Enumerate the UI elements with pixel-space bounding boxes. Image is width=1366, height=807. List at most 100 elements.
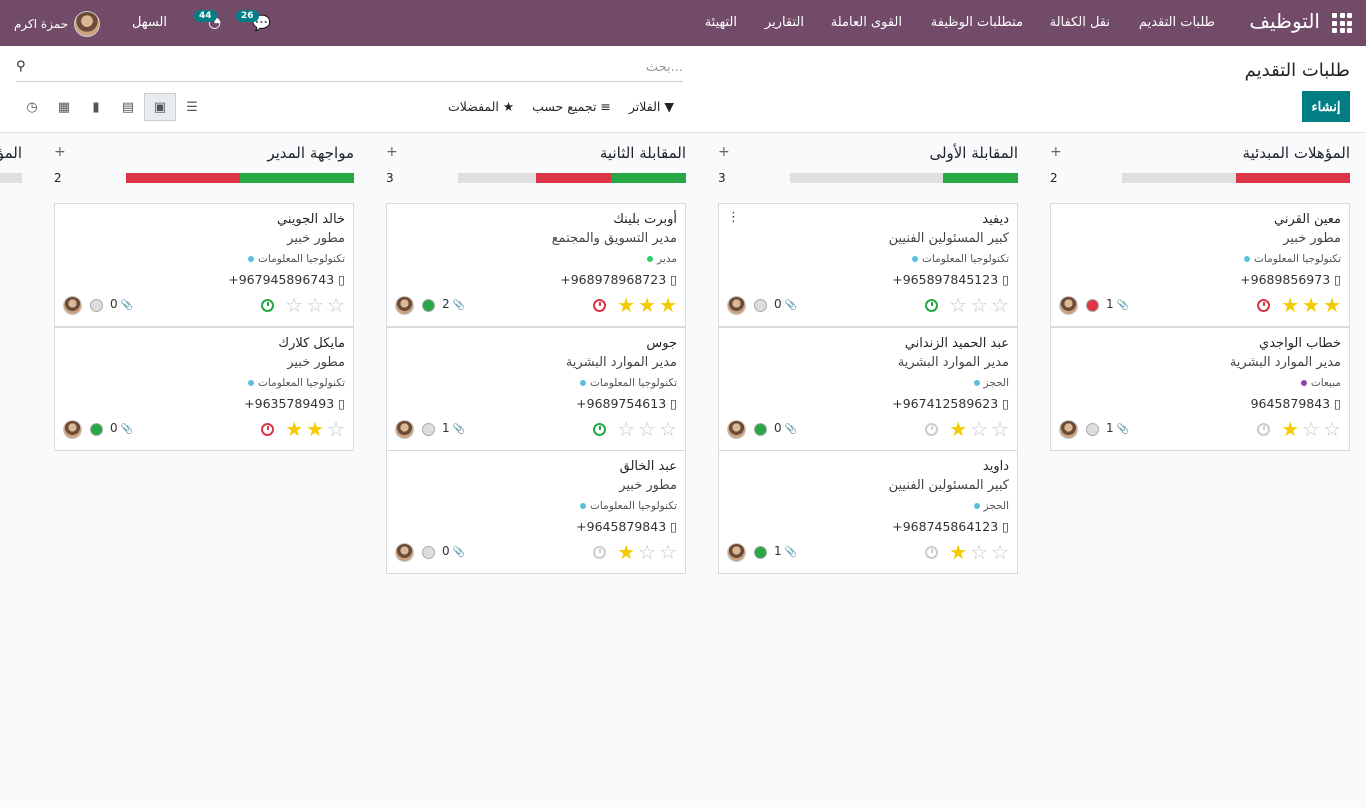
- column-title[interactable]: مواجهة المدير: [267, 144, 354, 162]
- column-title[interactable]: المقابلة الأولى: [929, 144, 1018, 162]
- star-icon[interactable]: ☆: [617, 416, 636, 441]
- star-icon[interactable]: ☆: [306, 293, 325, 317]
- progress-green[interactable]: [240, 173, 354, 183]
- activity-clock-icon[interactable]: [925, 546, 938, 559]
- star-icon[interactable]: ☆: [1323, 416, 1341, 441]
- star-icon[interactable]: ☆: [638, 416, 657, 441]
- menu-reports[interactable]: التقارير: [764, 15, 804, 30]
- applicant-card[interactable]: ديفيد كبير المسئولين الفنيين تكنولوجيا الم…: [718, 203, 1018, 327]
- star-icon[interactable]: ★: [617, 540, 636, 564]
- kanban-state-dot[interactable]: [754, 546, 767, 559]
- column-progressbar[interactable]: [1122, 173, 1350, 183]
- star-icon[interactable]: ☆: [285, 293, 304, 317]
- activity-clock-icon[interactable]: [1257, 299, 1270, 312]
- applicant-card[interactable]: أوبرت بلينك مدير التسويق والمجتمع مدير +968…: [386, 203, 686, 327]
- kanban-state-dot[interactable]: [422, 546, 435, 559]
- priority-stars[interactable]: ☆ ☆ ☆: [285, 295, 345, 315]
- list-view-icon[interactable]: ☰: [186, 99, 198, 115]
- apps-menu-icon[interactable]: [1332, 13, 1352, 33]
- star-icon[interactable]: ★: [659, 293, 677, 317]
- column-progressbar[interactable]: [458, 173, 686, 183]
- search-input[interactable]: بحث... ⚲: [16, 56, 683, 82]
- user-menu[interactable]: حمزة اكرم: [14, 11, 101, 37]
- star-icon[interactable]: ☆: [659, 540, 677, 564]
- star-icon[interactable]: ★: [617, 293, 636, 317]
- favorites-button[interactable]: ★ المفضلات: [448, 99, 514, 114]
- activity-clock-icon[interactable]: [925, 422, 938, 436]
- applicant-card[interactable]: مايكل كلارك مطور خبير تكنولوجيا المعلومات +…: [54, 326, 354, 451]
- column-progressbar[interactable]: [0, 173, 22, 183]
- applicant-card[interactable]: خالد الجويني مطور خبير تكنولوجيا المعلومات…: [54, 203, 354, 327]
- kanban-state-dot[interactable]: [422, 299, 435, 312]
- activity-clock-icon[interactable]: [261, 299, 274, 312]
- graph-view-icon[interactable]: ▮: [92, 99, 100, 115]
- menu-onboarding[interactable]: التهيئة: [704, 15, 737, 30]
- star-icon[interactable]: ☆: [991, 293, 1009, 317]
- progress-red[interactable]: [126, 173, 240, 183]
- progress-green[interactable]: [610, 173, 686, 183]
- column-title[interactable]: المؤهلات المبدئية: [0, 144, 22, 162]
- kanban-state-dot[interactable]: [90, 422, 103, 436]
- star-icon[interactable]: ★: [1281, 416, 1300, 441]
- menu-job-requirements[interactable]: متطلبات الوظيفة: [930, 15, 1023, 30]
- calendar-view-icon[interactable]: ▦: [57, 99, 71, 115]
- menu-transfer[interactable]: نقل الكفالة: [1049, 15, 1110, 30]
- star-icon[interactable]: ☆: [327, 416, 345, 441]
- activity-clock-icon[interactable]: [1257, 422, 1270, 436]
- activity-clock-icon[interactable]: [593, 422, 606, 436]
- applicant-card[interactable]: عبد الحميد الزنداني مدير الموارد البشرية ا…: [718, 326, 1018, 451]
- kanban-state-dot[interactable]: [754, 422, 767, 436]
- priority-stars[interactable]: ★ ★ ★: [617, 295, 677, 315]
- priority-stars[interactable]: ★ ☆ ☆: [949, 542, 1009, 562]
- star-icon[interactable]: ★: [638, 293, 657, 317]
- priority-stars[interactable]: ★ ☆ ☆: [617, 542, 677, 562]
- star-icon[interactable]: ★: [306, 416, 325, 441]
- star-icon[interactable]: ☆: [970, 416, 989, 441]
- star-icon[interactable]: ☆: [970, 293, 989, 317]
- kanban-state-dot[interactable]: [1086, 299, 1099, 312]
- star-icon[interactable]: ☆: [327, 293, 345, 317]
- kanban-state-dot[interactable]: [90, 299, 103, 312]
- priority-stars[interactable]: ☆ ☆ ☆: [949, 295, 1009, 315]
- quick-create-icon[interactable]: +: [386, 144, 398, 160]
- star-icon[interactable]: ☆: [991, 540, 1009, 564]
- activity-clock-icon[interactable]: [593, 546, 606, 559]
- kanban-view-icon[interactable]: ▣: [144, 93, 176, 121]
- progress-red[interactable]: [1236, 173, 1350, 183]
- kanban-state-dot[interactable]: [1086, 422, 1099, 436]
- progress-green[interactable]: [942, 173, 1018, 183]
- priority-stars[interactable]: ★ ★ ☆: [285, 419, 345, 439]
- card-menu-icon[interactable]: ⋮: [727, 210, 740, 225]
- kanban-state-dot[interactable]: [754, 299, 767, 312]
- quick-create-icon[interactable]: +: [1050, 144, 1062, 160]
- star-icon[interactable]: ★: [1302, 293, 1321, 317]
- activity-clock-icon[interactable]: [925, 299, 938, 312]
- create-button[interactable]: إنشاء: [1302, 91, 1350, 122]
- groupby-button[interactable]: ≡ تجميع حسب: [532, 99, 611, 114]
- activity-clock-icon[interactable]: [261, 422, 274, 436]
- star-icon[interactable]: ☆: [1302, 416, 1321, 441]
- applicant-card[interactable]: معين القرني مطور خبير تكنولوجيا المعلومات +…: [1050, 203, 1350, 327]
- search-icon[interactable]: ⚲: [16, 59, 26, 74]
- applicant-card[interactable]: جوس مدير الموارد البشرية تكنولوجيا المعلوم…: [386, 326, 686, 451]
- star-icon[interactable]: ☆: [638, 540, 657, 564]
- star-icon[interactable]: ★: [949, 540, 968, 564]
- filters-button[interactable]: ▼ الفلاتر: [629, 99, 674, 114]
- applicant-card[interactable]: خطاب الواجدي مدير الموارد البشرية مبيعات 96…: [1050, 326, 1350, 451]
- priority-stars[interactable]: ★ ☆ ☆: [1281, 419, 1341, 439]
- column-progressbar[interactable]: [790, 173, 1018, 183]
- star-icon[interactable]: ★: [1281, 293, 1300, 317]
- priority-stars[interactable]: ★ ★ ★: [1281, 295, 1341, 315]
- progress-red[interactable]: [535, 173, 611, 183]
- star-icon[interactable]: ☆: [991, 416, 1009, 441]
- quick-create-icon[interactable]: +: [54, 144, 66, 160]
- column-title[interactable]: المقابلة الثانية: [599, 144, 686, 162]
- quick-create-icon[interactable]: +: [718, 144, 730, 160]
- star-icon[interactable]: ☆: [970, 540, 989, 564]
- pivot-view-icon[interactable]: ▤: [121, 99, 135, 115]
- star-icon[interactable]: ★: [1323, 293, 1341, 317]
- company-switcher[interactable]: السهل: [132, 15, 168, 30]
- star-icon[interactable]: ☆: [659, 416, 677, 441]
- menu-workforce[interactable]: القوى العاملة: [830, 15, 902, 30]
- star-icon[interactable]: ★: [949, 416, 968, 441]
